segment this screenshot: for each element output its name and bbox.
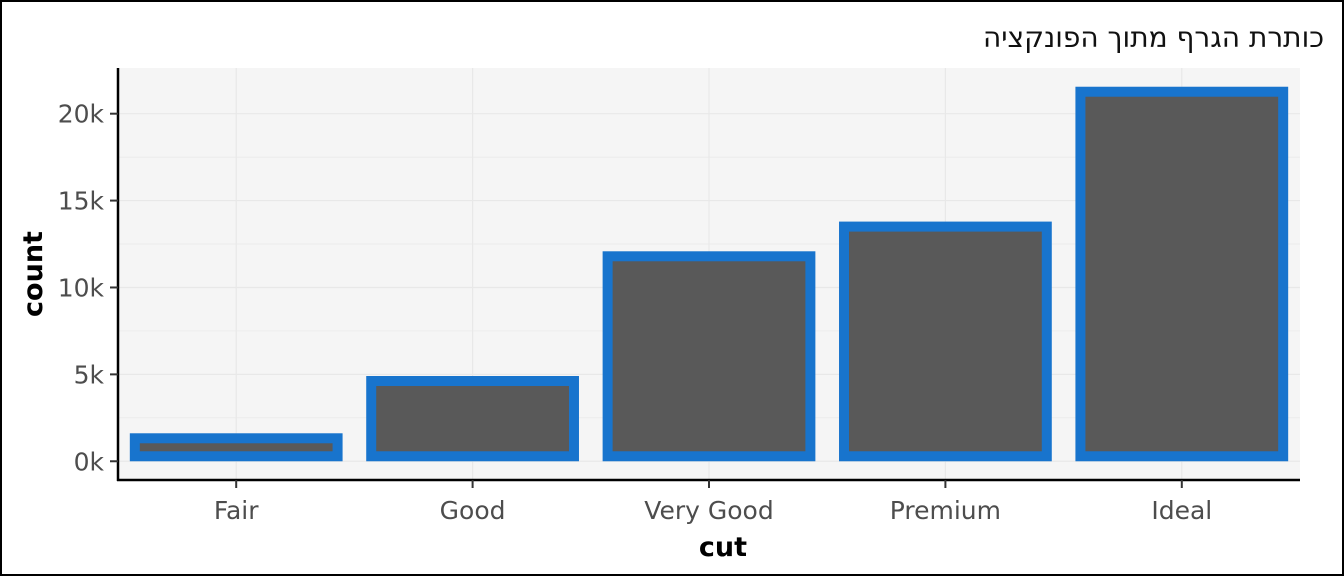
y-tick-label: 0k [74,447,105,476]
x-axis-title: cut [699,532,747,563]
tick-labels: 0k 5k 10k 15k 20k Fair Good Very Good Premium Ide… [58,100,1213,525]
y-tick-label: 20k [58,100,105,129]
y-tick-label: 15k [58,187,105,216]
x-tick-label: Very Good [644,496,773,525]
x-tick-label: Ideal [1151,496,1212,525]
bar-ideal [1075,86,1289,462]
chart-title: כותרת הגרף מתוך הפונקציה [983,21,1324,54]
bar-fair [129,433,343,462]
bars [129,86,1289,462]
y-tick-label: 5k [74,360,105,389]
bar-very-good [602,251,816,462]
axes [110,68,1300,488]
y-axis-title: count [18,231,49,317]
bar-premium [839,221,1052,462]
x-tick-label: Premium [890,496,1001,525]
y-tick-label: 10k [58,273,105,302]
x-tick-label: Fair [214,496,259,525]
bar-good [366,376,579,462]
x-tick-label: Good [440,496,506,525]
